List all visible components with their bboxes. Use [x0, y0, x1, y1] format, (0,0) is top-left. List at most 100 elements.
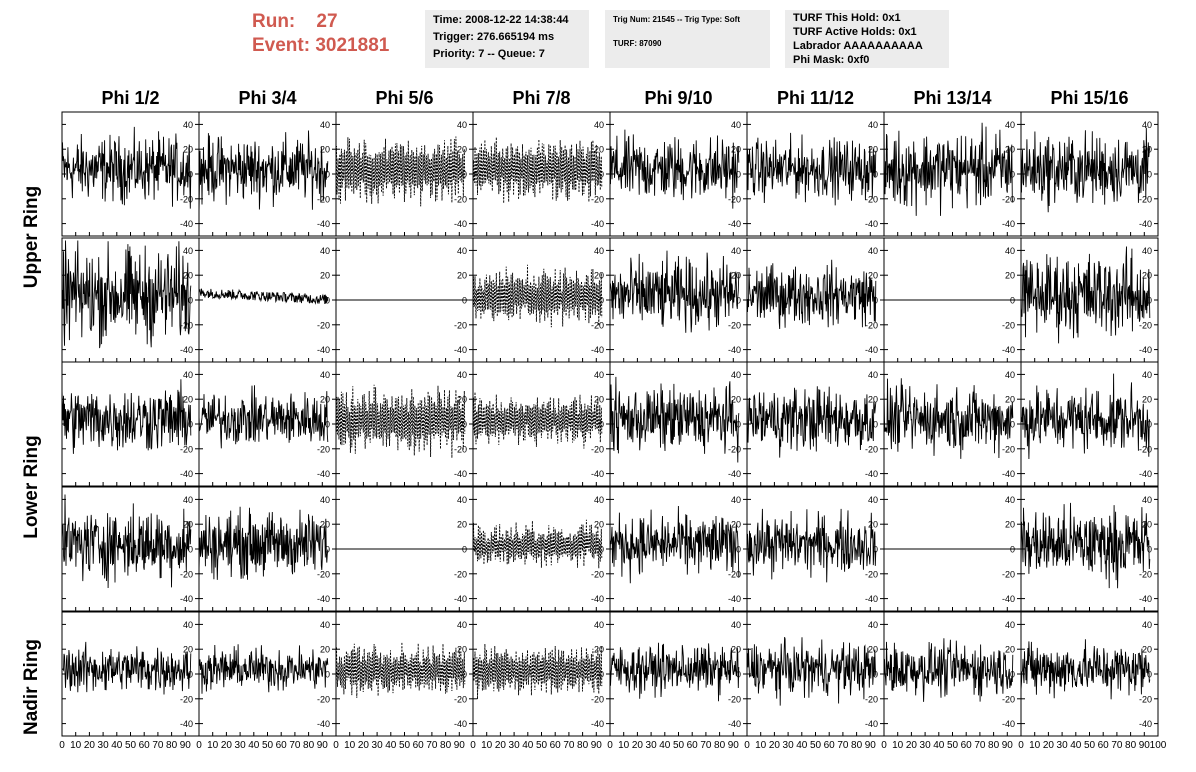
y-tick-label: -20: [1139, 694, 1152, 704]
waveform-series: [883, 378, 1014, 459]
x-tick-label: 40: [1070, 740, 1082, 751]
x-tick-label: 20: [84, 740, 96, 751]
y-tick-label: -40: [865, 219, 878, 229]
y-tick-label: 20: [320, 145, 330, 155]
waveform-series: [335, 384, 466, 459]
priority-line: Priority: 7 -- Queue: 7: [433, 48, 545, 60]
labrador-line: Labrador AAAAAAAAAA: [793, 40, 923, 52]
trigger-line: Trigger: 276.665194 ms: [433, 31, 555, 43]
y-tick-label: -20: [1139, 569, 1152, 579]
y-tick-label: 20: [1142, 271, 1152, 281]
waveform-series: [1020, 502, 1151, 589]
x-tick-label: 70: [426, 740, 438, 751]
y-tick-label: 20: [457, 645, 467, 655]
turf-line: TURF: 87090: [613, 39, 662, 48]
y-tick-label: 40: [731, 370, 741, 380]
x-tick-label: 90: [454, 740, 466, 751]
y-tick-label: -20: [728, 569, 741, 579]
trig-info-box: Trig Num: 21545 -- Trig Type: Soft TURF:…: [605, 10, 770, 68]
y-tick-label: 0: [1147, 170, 1152, 180]
y-tick-label: 40: [183, 495, 193, 505]
x-tick-label: 10: [344, 740, 356, 751]
x-tick-label: 70: [1111, 740, 1123, 751]
y-tick-label: 40: [868, 495, 878, 505]
y-tick-label: -40: [591, 219, 604, 229]
x-tick-label: 60: [276, 740, 288, 751]
x-tick-label: 60: [413, 740, 425, 751]
y-tick-label: -20: [865, 194, 878, 204]
y-tick-label: 20: [183, 145, 193, 155]
y-tick-label: -40: [454, 469, 467, 479]
waveform-series: [335, 136, 466, 207]
turf-info-box: TURF This Hold: 0x1 TURF Active Holds: 0…: [785, 10, 949, 68]
y-tick-label: -40: [317, 719, 330, 729]
y-tick-label: -40: [454, 219, 467, 229]
trig-num-line: Trig Num: 21545 -- Trig Type: Soft: [613, 15, 740, 24]
y-tick-label: 20: [1142, 395, 1152, 405]
x-tick-label: 30: [98, 740, 110, 751]
column-title: Phi 13/14: [913, 88, 991, 108]
y-tick-label: 40: [1142, 495, 1152, 505]
y-tick-label: 0: [462, 296, 467, 306]
x-tick-label: 90: [865, 740, 877, 751]
y-tick-label: 20: [457, 395, 467, 405]
y-tick-label: 20: [868, 645, 878, 655]
y-tick-label: -40: [591, 469, 604, 479]
y-tick-label: 40: [868, 370, 878, 380]
y-tick-label: 0: [325, 545, 330, 555]
time-info-box: Time: 2008-12-22 14:38:44 Trigger: 276.6…: [425, 10, 589, 68]
y-tick-label: 40: [594, 495, 604, 505]
x-tick-label: 60: [961, 740, 973, 751]
y-tick-label: -20: [728, 444, 741, 454]
y-tick-label: -20: [454, 320, 467, 330]
y-tick-label: -20: [1002, 569, 1015, 579]
waveform-series: [61, 641, 192, 695]
x-tick-label: 90: [728, 740, 740, 751]
waveform-series: [609, 376, 740, 463]
y-tick-label: 40: [731, 495, 741, 505]
y-tick-label: 0: [599, 296, 604, 306]
y-tick-label: -20: [317, 444, 330, 454]
y-tick-label: 40: [183, 370, 193, 380]
y-tick-label: -20: [728, 194, 741, 204]
x-tick-label: 0: [333, 740, 339, 751]
x-tick-label: 20: [358, 740, 370, 751]
waveform-series: [198, 506, 329, 580]
waveform-series: [609, 129, 740, 209]
waveform-series: [746, 259, 877, 330]
y-tick-label: 40: [594, 120, 604, 130]
y-tick-label: -20: [865, 694, 878, 704]
phi-mask-line: Phi Mask: 0xf0: [793, 54, 870, 66]
y-tick-label: 20: [320, 645, 330, 655]
y-tick-label: -20: [591, 444, 604, 454]
y-tick-label: 40: [320, 370, 330, 380]
y-tick-label: -20: [1002, 194, 1015, 204]
y-tick-label: -20: [180, 569, 193, 579]
waveform-series: [61, 379, 192, 454]
y-tick-label: 20: [320, 271, 330, 281]
waveform-series: [1020, 127, 1151, 213]
y-tick-label: 0: [325, 170, 330, 180]
column-title: Phi 1/2: [101, 88, 159, 108]
event-row: Event: 3021881: [252, 34, 422, 58]
y-tick-label: 20: [868, 520, 878, 530]
y-tick-label: -20: [591, 569, 604, 579]
x-tick-label: 80: [714, 740, 726, 751]
y-tick-label: -40: [180, 345, 193, 355]
y-tick-label: 20: [320, 395, 330, 405]
x-tick-label: 40: [933, 740, 945, 751]
waveform-series: [609, 642, 740, 702]
y-tick-label: -20: [454, 569, 467, 579]
y-tick-label: -40: [1139, 345, 1152, 355]
waveform-series: [198, 288, 329, 305]
y-tick-label: 40: [457, 495, 467, 505]
y-tick-label: -40: [1002, 345, 1015, 355]
y-tick-label: 40: [731, 120, 741, 130]
y-tick-label: 0: [599, 670, 604, 680]
y-tick-label: 0: [1010, 545, 1015, 555]
x-tick-label: 50: [262, 740, 274, 751]
x-tick-label: 20: [632, 740, 644, 751]
x-tick-label: 20: [495, 740, 507, 751]
waveform-series: [198, 130, 329, 214]
y-tick-label: 0: [1147, 545, 1152, 555]
